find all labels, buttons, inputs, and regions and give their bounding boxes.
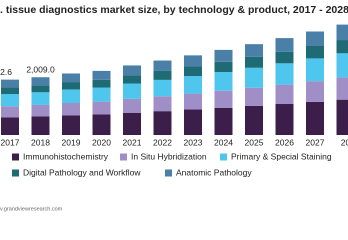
bar-segment (62, 82, 80, 90)
bar-segment (184, 109, 202, 135)
legend-swatch (120, 153, 127, 161)
legend-swatch (165, 169, 172, 177)
bar-segment (275, 51, 294, 64)
bar-segment (214, 72, 233, 91)
bar-segment (31, 77, 50, 86)
bar-segment (123, 75, 141, 84)
bar-segment (214, 49, 233, 62)
legend-swatch (12, 169, 19, 177)
data-label: 2.6 (0, 67, 12, 77)
bar-segment (245, 56, 263, 68)
bar-segment (62, 73, 80, 83)
bar-segment (336, 77, 348, 100)
bar-segment (306, 31, 324, 46)
bar-segment (62, 115, 80, 135)
bar-segment (214, 61, 233, 73)
bar-segment (62, 89, 80, 104)
chart-title: . tissue diagnostics market size, by tec… (0, 4, 348, 16)
bar-segment (123, 98, 141, 113)
x-tick-label: 20 (341, 137, 348, 147)
source: v.grandviewresearch.com (0, 206, 63, 212)
bar-segment (153, 79, 172, 97)
bar-segment (123, 112, 141, 135)
bar-segment (336, 99, 348, 135)
bar-segment (31, 85, 50, 93)
bar-segment (1, 117, 19, 135)
bar-segment (92, 87, 111, 102)
x-tick-label: 2020 (92, 137, 111, 147)
bar-segment (1, 94, 19, 107)
bar-segment (306, 81, 324, 102)
bar-segment (1, 106, 19, 118)
bar-segment (1, 79, 19, 88)
bar-segment (275, 84, 294, 105)
bar-segment (123, 65, 141, 76)
chart: . tissue diagnostics market size, by tec… (0, 4, 348, 212)
x-tick-label: 2017 (1, 137, 20, 147)
bar-segment (184, 66, 202, 77)
bar-segment (184, 93, 202, 110)
bar-segment (245, 67, 263, 88)
x-tick-label: 2018 (31, 137, 50, 147)
bar-segment (306, 101, 324, 135)
bar-segment (184, 55, 202, 67)
legend-label: Digital Pathology and Workflow (23, 167, 141, 177)
bar-segment (214, 90, 233, 108)
legend-swatch (12, 153, 19, 161)
bar-segment (92, 79, 111, 88)
x-tick-label: 2022 (153, 137, 172, 147)
bar-segment (153, 70, 172, 80)
x-tick-label: 2024 (214, 137, 233, 147)
bar-segment (245, 105, 263, 135)
x-tick-label: 2021 (123, 137, 142, 147)
bar-segment (31, 116, 50, 135)
bar-segment (62, 103, 80, 116)
bar-segment (245, 87, 263, 106)
bar-segment (245, 44, 263, 57)
x-tick-label: 2027 (306, 137, 325, 147)
x-tick-label: 2025 (245, 137, 264, 147)
bar-segment (92, 101, 111, 115)
bar-segment (123, 83, 141, 99)
x-tick-label: 2026 (275, 137, 294, 147)
bar-segment (306, 58, 324, 82)
bar-segment (336, 53, 348, 78)
bar-segment (31, 104, 50, 117)
bar-segment (275, 63, 294, 85)
bar-segment (92, 114, 111, 135)
bar-segment (153, 60, 172, 71)
legend-label: Anatomic Pathology (176, 167, 252, 177)
bar-segment (336, 40, 348, 54)
legend-swatch (220, 153, 227, 161)
bar-segment (275, 38, 294, 52)
legend-label: Primary & Special Staining (231, 151, 332, 161)
data-label: 2,009.0 (26, 64, 55, 74)
legend-label: Immunohistochemistry (23, 151, 109, 161)
bar-segment (336, 24, 348, 41)
legend-label: In Situ Hybridization (131, 151, 207, 161)
bar-segment (153, 111, 172, 135)
bar-segment (275, 104, 294, 135)
bar-segment (214, 107, 233, 135)
bar-segment (184, 76, 202, 94)
x-tick-label: 2019 (62, 137, 81, 147)
x-tick-label: 2023 (184, 137, 203, 147)
bar-segment (1, 87, 19, 95)
bar-segment (31, 92, 50, 105)
bar-segment (92, 70, 111, 80)
bar-segment (306, 45, 324, 59)
bar-segment (153, 96, 172, 112)
